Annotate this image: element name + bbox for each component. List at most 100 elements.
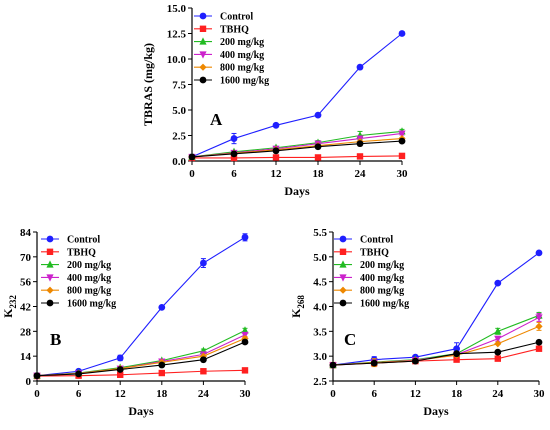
legend-item: 200 mg/kg — [41, 260, 111, 271]
data-point — [230, 135, 238, 142]
x-tick-label: 30 — [397, 168, 409, 180]
data-point — [314, 143, 322, 151]
data-point — [535, 322, 543, 330]
data-point — [230, 150, 238, 158]
data-point — [241, 233, 249, 241]
panel-letter: A — [210, 110, 223, 129]
x-tick-label: 24 — [355, 168, 367, 180]
y-tick-label: 7.5 — [172, 80, 186, 92]
y-tick-label: 5.5 — [313, 227, 327, 239]
legend-label: Control — [360, 235, 393, 246]
y-tick-label: 28 — [20, 326, 32, 338]
data-point — [116, 366, 124, 373]
legend-item: 200 mg/kg — [334, 260, 404, 271]
panel-letter: C — [344, 330, 356, 349]
chart-panel-a: 0.0 2.5 5.0 7.5 10.0 12.5 15.0 0 6 12 18 24 30 Days TB… — [141, 3, 408, 198]
y-axis-title-subscript: 232 — [8, 295, 18, 309]
x-tick-label: 24 — [198, 388, 210, 400]
data-point — [314, 111, 322, 119]
series-line — [36, 329, 246, 377]
y-tick-label: 4.5 — [313, 277, 327, 289]
legend-item: 400 mg/kg — [194, 50, 264, 61]
data-point — [494, 279, 502, 287]
legend-marker — [339, 299, 347, 307]
data-point — [494, 335, 502, 343]
data-point — [535, 314, 543, 322]
legend-label: 1600 mg/kg — [67, 299, 116, 310]
legend-item: 1600 mg/kg — [334, 299, 409, 310]
series-line — [332, 325, 540, 366]
legend-item: 1600 mg/kg — [41, 299, 116, 310]
y-tick-label: 10.0 — [167, 54, 187, 66]
legend-marker — [339, 274, 347, 282]
x-tick-label: 12 — [115, 388, 127, 400]
legend-label: TBHQ — [220, 24, 249, 35]
legend-item: 800 mg/kg — [41, 286, 111, 297]
legend-item: TBHQ — [41, 247, 96, 258]
legend-label: 800 mg/kg — [220, 63, 264, 74]
x-tick-label: 30 — [534, 388, 546, 400]
legend-marker — [46, 235, 54, 243]
data-point — [241, 334, 249, 343]
y-tick-label: 56 — [20, 277, 32, 289]
y-axis-title-main: K — [289, 308, 303, 318]
y-tick-label: 14 — [20, 351, 32, 363]
series-line — [36, 341, 246, 377]
y-tick-label: 5.0 — [313, 252, 327, 264]
data-point — [398, 130, 406, 138]
data-point — [117, 371, 124, 378]
x-axis-title: Days — [284, 184, 310, 198]
data-point — [329, 361, 337, 369]
x-tick-label: 0 — [189, 168, 195, 180]
data-point — [398, 30, 406, 37]
series-line — [36, 236, 246, 377]
series-control — [33, 233, 249, 380]
data-point — [356, 140, 364, 148]
legend-label: Control — [67, 235, 100, 246]
legend-item: TBHQ — [334, 247, 389, 258]
x-tick-label: 18 — [451, 388, 463, 400]
y-axis-title: K232 — [1, 295, 18, 318]
data-point — [356, 153, 364, 160]
legend-label: 800 mg/kg — [360, 286, 404, 297]
y-tick-label: 84 — [20, 227, 32, 239]
series-line — [332, 341, 540, 366]
series-line — [332, 252, 540, 366]
y-tick-label: 4.0 — [313, 302, 327, 314]
data-point — [370, 359, 378, 367]
legend-marker — [199, 63, 207, 71]
series-line — [192, 155, 403, 159]
legend-label: 200 mg/kg — [220, 37, 264, 48]
legend-marker — [46, 260, 54, 268]
y-tick-label: 0 — [26, 376, 32, 388]
y-axis-title: TBRAS (mg/kg) — [141, 43, 155, 126]
data-point — [272, 147, 280, 155]
legend-item: 200 mg/kg — [194, 37, 264, 48]
legend-label: 400 mg/kg — [360, 273, 404, 284]
x-axis-title: Days — [128, 404, 154, 418]
panel-letter: B — [50, 330, 61, 349]
y-tick-label: 15.0 — [167, 3, 187, 15]
series-200-mg-kg — [329, 311, 543, 369]
data-point — [230, 154, 238, 162]
y-axis-title-main: K — [1, 308, 15, 318]
data-point — [494, 327, 502, 335]
legend-label: 1600 mg/kg — [220, 76, 269, 87]
data-point — [535, 338, 543, 346]
x-tick-label: 6 — [76, 388, 82, 400]
legend-marker — [199, 76, 207, 84]
series-tbhq — [33, 367, 249, 380]
data-point — [356, 63, 364, 71]
series-line — [191, 140, 403, 158]
x-tick-label: 6 — [231, 168, 237, 180]
legend-item: TBHQ — [194, 24, 249, 35]
legend-marker — [199, 37, 207, 45]
legend-marker — [199, 12, 207, 20]
series-line — [191, 130, 403, 158]
series-1600-mg-kg — [33, 338, 249, 380]
legend-item: 1600 mg/kg — [194, 76, 269, 87]
data-point — [200, 368, 207, 375]
data-point — [494, 340, 502, 348]
legend-label: 200 mg/kg — [360, 260, 404, 271]
